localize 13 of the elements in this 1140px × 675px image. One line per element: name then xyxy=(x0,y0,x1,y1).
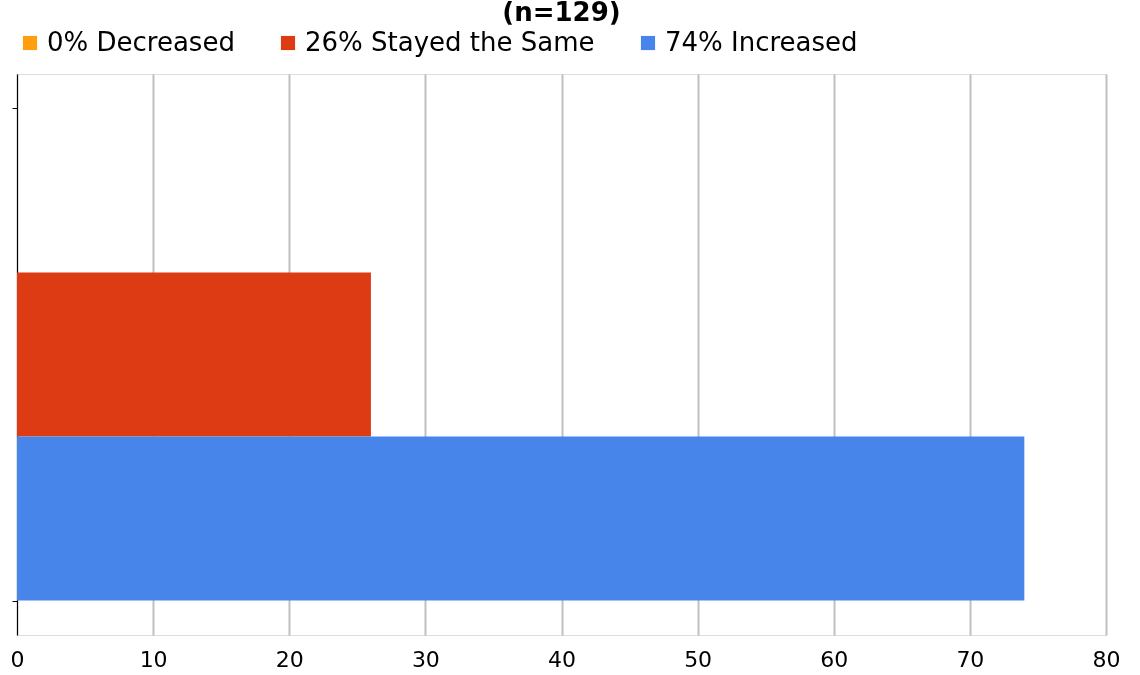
x-tick-label: 40 xyxy=(548,646,576,672)
x-tick-label: 0 xyxy=(10,646,25,672)
legend-label: 74% Increased xyxy=(665,27,858,57)
x-tick-label: 70 xyxy=(956,646,985,672)
legend-label: 26% Stayed the Same xyxy=(305,27,595,57)
x-tick-label: 30 xyxy=(411,646,440,672)
x-tick-label: 60 xyxy=(820,646,849,672)
x-tick-label: 50 xyxy=(684,646,713,672)
x-tick-label: 10 xyxy=(139,646,168,672)
x-tick-label: 20 xyxy=(275,646,304,672)
x-tick-label: 80 xyxy=(1092,646,1121,672)
chart-title: (n=129) xyxy=(502,0,621,27)
legend-label: 0% Decreased xyxy=(47,27,235,57)
